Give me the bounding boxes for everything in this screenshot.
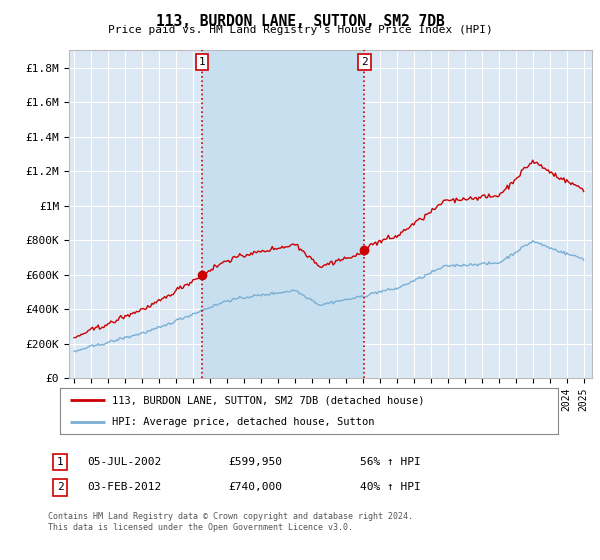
Bar <box>202 50 364 378</box>
Text: Price paid vs. HM Land Registry's House Price Index (HPI): Price paid vs. HM Land Registry's House … <box>107 25 493 35</box>
Text: 113, BURDON LANE, SUTTON, SM2 7DB (detached house): 113, BURDON LANE, SUTTON, SM2 7DB (detac… <box>112 395 425 405</box>
Text: 05-JUL-2002: 05-JUL-2002 <box>87 457 161 467</box>
Text: HPI: Average price, detached house, Sutton: HPI: Average price, detached house, Sutt… <box>112 417 375 427</box>
Text: 03-FEB-2012: 03-FEB-2012 <box>87 482 161 492</box>
Text: 40% ↑ HPI: 40% ↑ HPI <box>360 482 421 492</box>
Text: 2: 2 <box>361 57 368 67</box>
Text: £740,000: £740,000 <box>228 482 282 492</box>
Text: £599,950: £599,950 <box>228 457 282 467</box>
Text: 2: 2 <box>56 482 64 492</box>
Text: Contains HM Land Registry data © Crown copyright and database right 2024.
This d: Contains HM Land Registry data © Crown c… <box>48 512 413 532</box>
Text: 113, BURDON LANE, SUTTON, SM2 7DB: 113, BURDON LANE, SUTTON, SM2 7DB <box>155 14 445 29</box>
Text: 56% ↑ HPI: 56% ↑ HPI <box>360 457 421 467</box>
Text: 1: 1 <box>199 57 206 67</box>
Text: 1: 1 <box>56 457 64 467</box>
